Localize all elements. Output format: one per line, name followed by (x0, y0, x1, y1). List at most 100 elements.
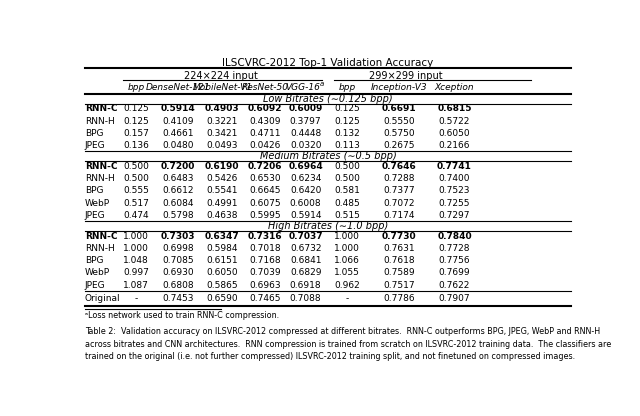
Text: 0.6050: 0.6050 (207, 268, 238, 277)
Text: BPG: BPG (85, 256, 104, 265)
Text: trained on the original (i.e. not further compressed) ILSVRC-2012 training split: trained on the original (i.e. not furthe… (85, 352, 575, 362)
Text: bpp: bpp (127, 83, 145, 92)
Text: 0.6732: 0.6732 (290, 244, 321, 253)
Text: WebP: WebP (85, 268, 110, 277)
Text: 224×224 input: 224×224 input (184, 71, 258, 81)
Text: 0.7206: 0.7206 (248, 162, 282, 171)
Text: 0.6092: 0.6092 (248, 104, 282, 113)
Text: 0.997: 0.997 (123, 268, 149, 277)
Text: 1.048: 1.048 (123, 256, 149, 265)
Text: ResNet-50: ResNet-50 (241, 83, 289, 92)
Text: 0.3797: 0.3797 (290, 116, 321, 126)
Text: -: - (345, 295, 348, 303)
Text: 0.5550: 0.5550 (383, 116, 415, 126)
Text: 0.5865: 0.5865 (207, 281, 238, 290)
Text: RNN-H: RNN-H (85, 174, 115, 183)
Text: RNN-C: RNN-C (85, 162, 118, 171)
Text: 0.6530: 0.6530 (249, 174, 281, 183)
Text: 0.5984: 0.5984 (207, 244, 238, 253)
Text: 0.6151: 0.6151 (207, 256, 238, 265)
Text: 0.6190: 0.6190 (205, 162, 239, 171)
Text: 0.4903: 0.4903 (205, 104, 239, 113)
Text: 0.132: 0.132 (334, 129, 360, 138)
Text: 0.6815: 0.6815 (437, 104, 472, 113)
Text: 0.7465: 0.7465 (249, 295, 281, 303)
Text: 1.000: 1.000 (123, 232, 149, 241)
Text: 0.6084: 0.6084 (163, 198, 194, 208)
Text: 1.087: 1.087 (123, 281, 149, 290)
Text: 0.4661: 0.4661 (163, 129, 194, 138)
Text: 0.7088: 0.7088 (290, 295, 321, 303)
Text: 0.6483: 0.6483 (163, 174, 194, 183)
Text: WebP: WebP (85, 198, 110, 208)
Text: 0.6075: 0.6075 (249, 198, 281, 208)
Text: 0.5798: 0.5798 (163, 211, 194, 220)
Text: 0.4991: 0.4991 (207, 198, 238, 208)
Text: 0.6050: 0.6050 (438, 129, 470, 138)
Text: 0.5914: 0.5914 (290, 211, 321, 220)
Text: 0.7039: 0.7039 (249, 268, 281, 277)
Text: 0.7085: 0.7085 (163, 256, 194, 265)
Text: Low Bitrates (∼0.125 bpp): Low Bitrates (∼0.125 bpp) (263, 94, 393, 104)
Text: 0.555: 0.555 (123, 186, 149, 196)
Text: 0.125: 0.125 (123, 104, 149, 113)
Text: 0.500: 0.500 (123, 174, 149, 183)
Text: JPEG: JPEG (85, 211, 106, 220)
Text: 0.6347: 0.6347 (205, 232, 240, 241)
Text: 0.7453: 0.7453 (163, 295, 194, 303)
Text: 0.6691: 0.6691 (381, 104, 416, 113)
Text: 0.5914: 0.5914 (161, 104, 196, 113)
Text: a: a (319, 81, 324, 87)
Text: 1.066: 1.066 (334, 256, 360, 265)
Text: 0.515: 0.515 (334, 211, 360, 220)
Text: 0.7297: 0.7297 (439, 211, 470, 220)
Text: 0.962: 0.962 (334, 281, 360, 290)
Text: 0.4448: 0.4448 (290, 129, 321, 138)
Text: 1.055: 1.055 (334, 268, 360, 277)
Text: 0.5995: 0.5995 (249, 211, 281, 220)
Text: 0.500: 0.500 (123, 162, 149, 171)
Text: 0.7377: 0.7377 (383, 186, 415, 196)
Text: JPEG: JPEG (85, 141, 106, 150)
Text: 0.500: 0.500 (334, 174, 360, 183)
Text: 1.000: 1.000 (334, 232, 360, 241)
Text: 0.7255: 0.7255 (439, 198, 470, 208)
Text: RNN-C: RNN-C (85, 104, 118, 113)
Text: 0.7288: 0.7288 (383, 174, 415, 183)
Text: Xception: Xception (435, 83, 474, 92)
Text: 0.7730: 0.7730 (381, 232, 416, 241)
Text: 0.6590: 0.6590 (207, 295, 238, 303)
Text: 0.6998: 0.6998 (163, 244, 194, 253)
Text: 0.581: 0.581 (334, 186, 360, 196)
Text: ILSCVRC-2012 Top-1 Validation Accuracy: ILSCVRC-2012 Top-1 Validation Accuracy (222, 58, 434, 68)
Text: 0.517: 0.517 (123, 198, 149, 208)
Text: MobileNet-V1: MobileNet-V1 (193, 83, 252, 92)
Text: 0.6234: 0.6234 (290, 174, 321, 183)
Text: 1.000: 1.000 (334, 244, 360, 253)
Text: 0.6930: 0.6930 (163, 268, 194, 277)
Text: 0.7303: 0.7303 (161, 232, 195, 241)
Text: 0.6918: 0.6918 (290, 281, 321, 290)
Text: 1.000: 1.000 (123, 244, 149, 253)
Text: 0.0493: 0.0493 (207, 141, 238, 150)
Text: RNN-H: RNN-H (85, 116, 115, 126)
Text: 0.7728: 0.7728 (439, 244, 470, 253)
Text: 0.6645: 0.6645 (249, 186, 281, 196)
Text: 0.7840: 0.7840 (437, 232, 472, 241)
Text: 0.7168: 0.7168 (249, 256, 281, 265)
Text: 0.6612: 0.6612 (163, 186, 194, 196)
Text: 0.0480: 0.0480 (163, 141, 194, 150)
Text: 0.136: 0.136 (123, 141, 149, 150)
Text: 0.125: 0.125 (123, 116, 149, 126)
Text: 0.3221: 0.3221 (207, 116, 238, 126)
Text: 0.7018: 0.7018 (249, 244, 281, 253)
Text: 0.6829: 0.6829 (290, 268, 321, 277)
Text: 0.5722: 0.5722 (439, 116, 470, 126)
Text: RNN-H: RNN-H (85, 244, 115, 253)
Text: 0.7037: 0.7037 (289, 232, 323, 241)
Text: 0.7622: 0.7622 (439, 281, 470, 290)
Text: 0.7174: 0.7174 (383, 211, 415, 220)
Text: 0.4109: 0.4109 (163, 116, 194, 126)
Text: 0.7646: 0.7646 (381, 162, 416, 171)
Text: 299×299 input: 299×299 input (369, 71, 442, 81)
